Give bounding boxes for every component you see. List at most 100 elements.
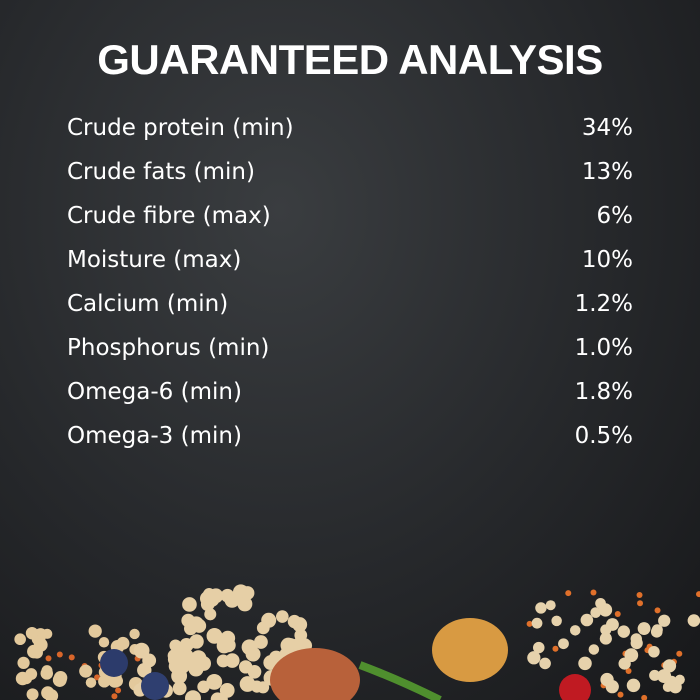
honeycomb [432,618,508,682]
chickpea [687,614,700,627]
nutrient-value: 34% [581,115,633,141]
analysis-row: Phosphorus (min) 1.0% [67,330,633,374]
lentil [636,592,643,599]
chickpea [41,665,53,677]
chickpea [98,675,111,688]
title: GUARANTEED ANALYSIS [97,36,603,83]
nutrient-value: 13% [581,159,633,185]
nutrient-value: 1.0% [574,335,633,361]
chickpea [206,627,223,644]
blueberry [141,672,169,700]
chickpea [580,613,594,627]
chickpea [14,633,26,646]
chickpea [531,617,543,629]
analysis-row: Moisture (max) 10% [67,242,633,286]
nutrient-value: 6% [596,203,634,229]
lentil [94,674,101,681]
chickpea [188,661,204,677]
chickpea [578,656,592,671]
chickpea [287,614,302,629]
chickpea [167,649,181,662]
chickpea [172,681,187,696]
chickpea [535,602,547,614]
chickpea [220,630,236,646]
chickpea [142,653,157,668]
chickpea [605,680,619,694]
chickpea [203,591,220,607]
chickpea [185,690,201,700]
sweet-potato [270,648,360,700]
chickpea [551,615,562,627]
chickpea [558,638,569,650]
chickpea [527,651,541,665]
chickpea [588,644,600,655]
chickpea [662,659,677,673]
chickpea [241,639,258,656]
chickpea [569,625,581,636]
chickpea [41,686,55,700]
chickpea [276,610,289,623]
chickpea [291,637,307,653]
chickpea [648,645,660,658]
chickpea [250,680,264,693]
chickpea [129,628,140,640]
chickpea [85,677,97,688]
chickpea [15,671,30,686]
lentil [654,607,661,614]
chickpea [168,659,183,674]
lentil [614,611,621,618]
chickpea [79,664,93,678]
nutrient-name: Phosphorus (min) [67,335,270,361]
nutrient-name: Moisture (max) [67,247,242,273]
chickpea [184,621,198,636]
chickpea [539,657,551,670]
lentil [617,691,624,698]
chickpea [650,626,663,638]
chickpea [238,660,253,674]
chickpea [53,671,68,685]
analysis-table: Crude protein (min) 34% Crude fats (min) 13… [67,110,633,462]
chickpea [179,638,194,653]
chickpea [17,656,30,670]
chickpea [225,653,240,668]
chickpea [599,632,612,645]
nutrient-name: Omega-6 (min) [67,379,242,405]
lentil [115,687,122,694]
lentil [590,589,597,596]
lentil [696,591,700,598]
chickpea [617,625,630,638]
chickpea [545,600,556,611]
chickpea [25,626,39,640]
blueberry [100,649,128,677]
lentil [637,600,644,607]
chickpea [237,596,253,612]
lentil [641,694,648,700]
chickpea [637,622,651,635]
nutrient-value: 1.2% [574,291,633,317]
chickpea [88,624,102,638]
lentil [565,590,572,597]
lentil [676,650,683,657]
chickpea [219,683,235,698]
chickpea [649,669,661,681]
chickpea [662,681,673,693]
chickpea [98,637,110,648]
nutrient-name: Calcium (min) [67,291,229,317]
chickpea [674,674,685,685]
chickpea [240,586,255,600]
analysis-row: Calcium (min) 1.2% [67,286,633,330]
nutrient-name: Crude fibre (max) [67,203,271,229]
lentil [552,645,559,652]
greens [358,661,442,700]
lentil [68,654,75,661]
food-decoration [14,584,700,700]
lentil [625,667,632,674]
chickpea [590,607,602,618]
analysis-row: Omega-3 (min) 0.5% [67,418,633,462]
chickpea [624,648,639,663]
nutrient-name: Crude fats (min) [67,159,255,185]
analysis-row: Omega-6 (min) 1.8% [67,374,633,418]
lentil [45,655,52,662]
